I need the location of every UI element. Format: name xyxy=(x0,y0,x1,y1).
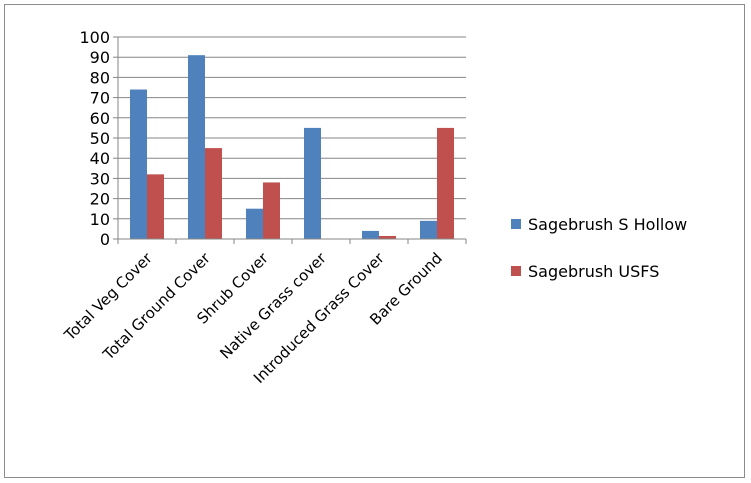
bar-s-hollow xyxy=(246,208,263,239)
legend-label: Sagebrush USFS xyxy=(528,262,659,281)
bar-s-hollow xyxy=(362,230,379,239)
bar-usfs xyxy=(379,235,396,239)
y-tick-label: 50 xyxy=(90,129,110,148)
y-tick-label: 30 xyxy=(90,169,110,188)
legend-swatch xyxy=(511,266,521,276)
legend-label: Sagebrush S Hollow xyxy=(528,215,687,234)
bar-s-hollow xyxy=(420,220,437,239)
y-tick-label: 60 xyxy=(90,109,110,128)
y-tick-label: 100 xyxy=(79,28,110,47)
legend-swatch xyxy=(511,219,521,229)
x-tick-label: Total Ground Cover xyxy=(99,249,215,365)
y-tick-label: 40 xyxy=(90,149,110,168)
gridlines xyxy=(118,36,466,220)
bar-s-hollow xyxy=(188,55,205,240)
bar-usfs xyxy=(205,148,222,239)
y-tick-label: 0 xyxy=(100,230,110,249)
y-tick-label: 80 xyxy=(90,68,110,87)
chart-frame xyxy=(4,4,745,478)
axes xyxy=(113,36,467,244)
legend: Sagebrush S Hollow Sagebrush USFS xyxy=(511,215,687,281)
bars xyxy=(130,55,454,240)
y-tick-label: 70 xyxy=(90,89,110,108)
bar-s-hollow xyxy=(130,89,147,240)
bar-s-hollow xyxy=(304,127,321,239)
y-tick-label: 90 xyxy=(90,48,110,67)
bar-usfs xyxy=(147,174,164,239)
bar-usfs xyxy=(437,127,454,239)
x-tick-label: Native Grass cover xyxy=(216,249,330,363)
y-tick-label: 10 xyxy=(90,210,110,229)
bar-usfs xyxy=(263,182,280,239)
y-tick-label: 20 xyxy=(90,190,110,209)
